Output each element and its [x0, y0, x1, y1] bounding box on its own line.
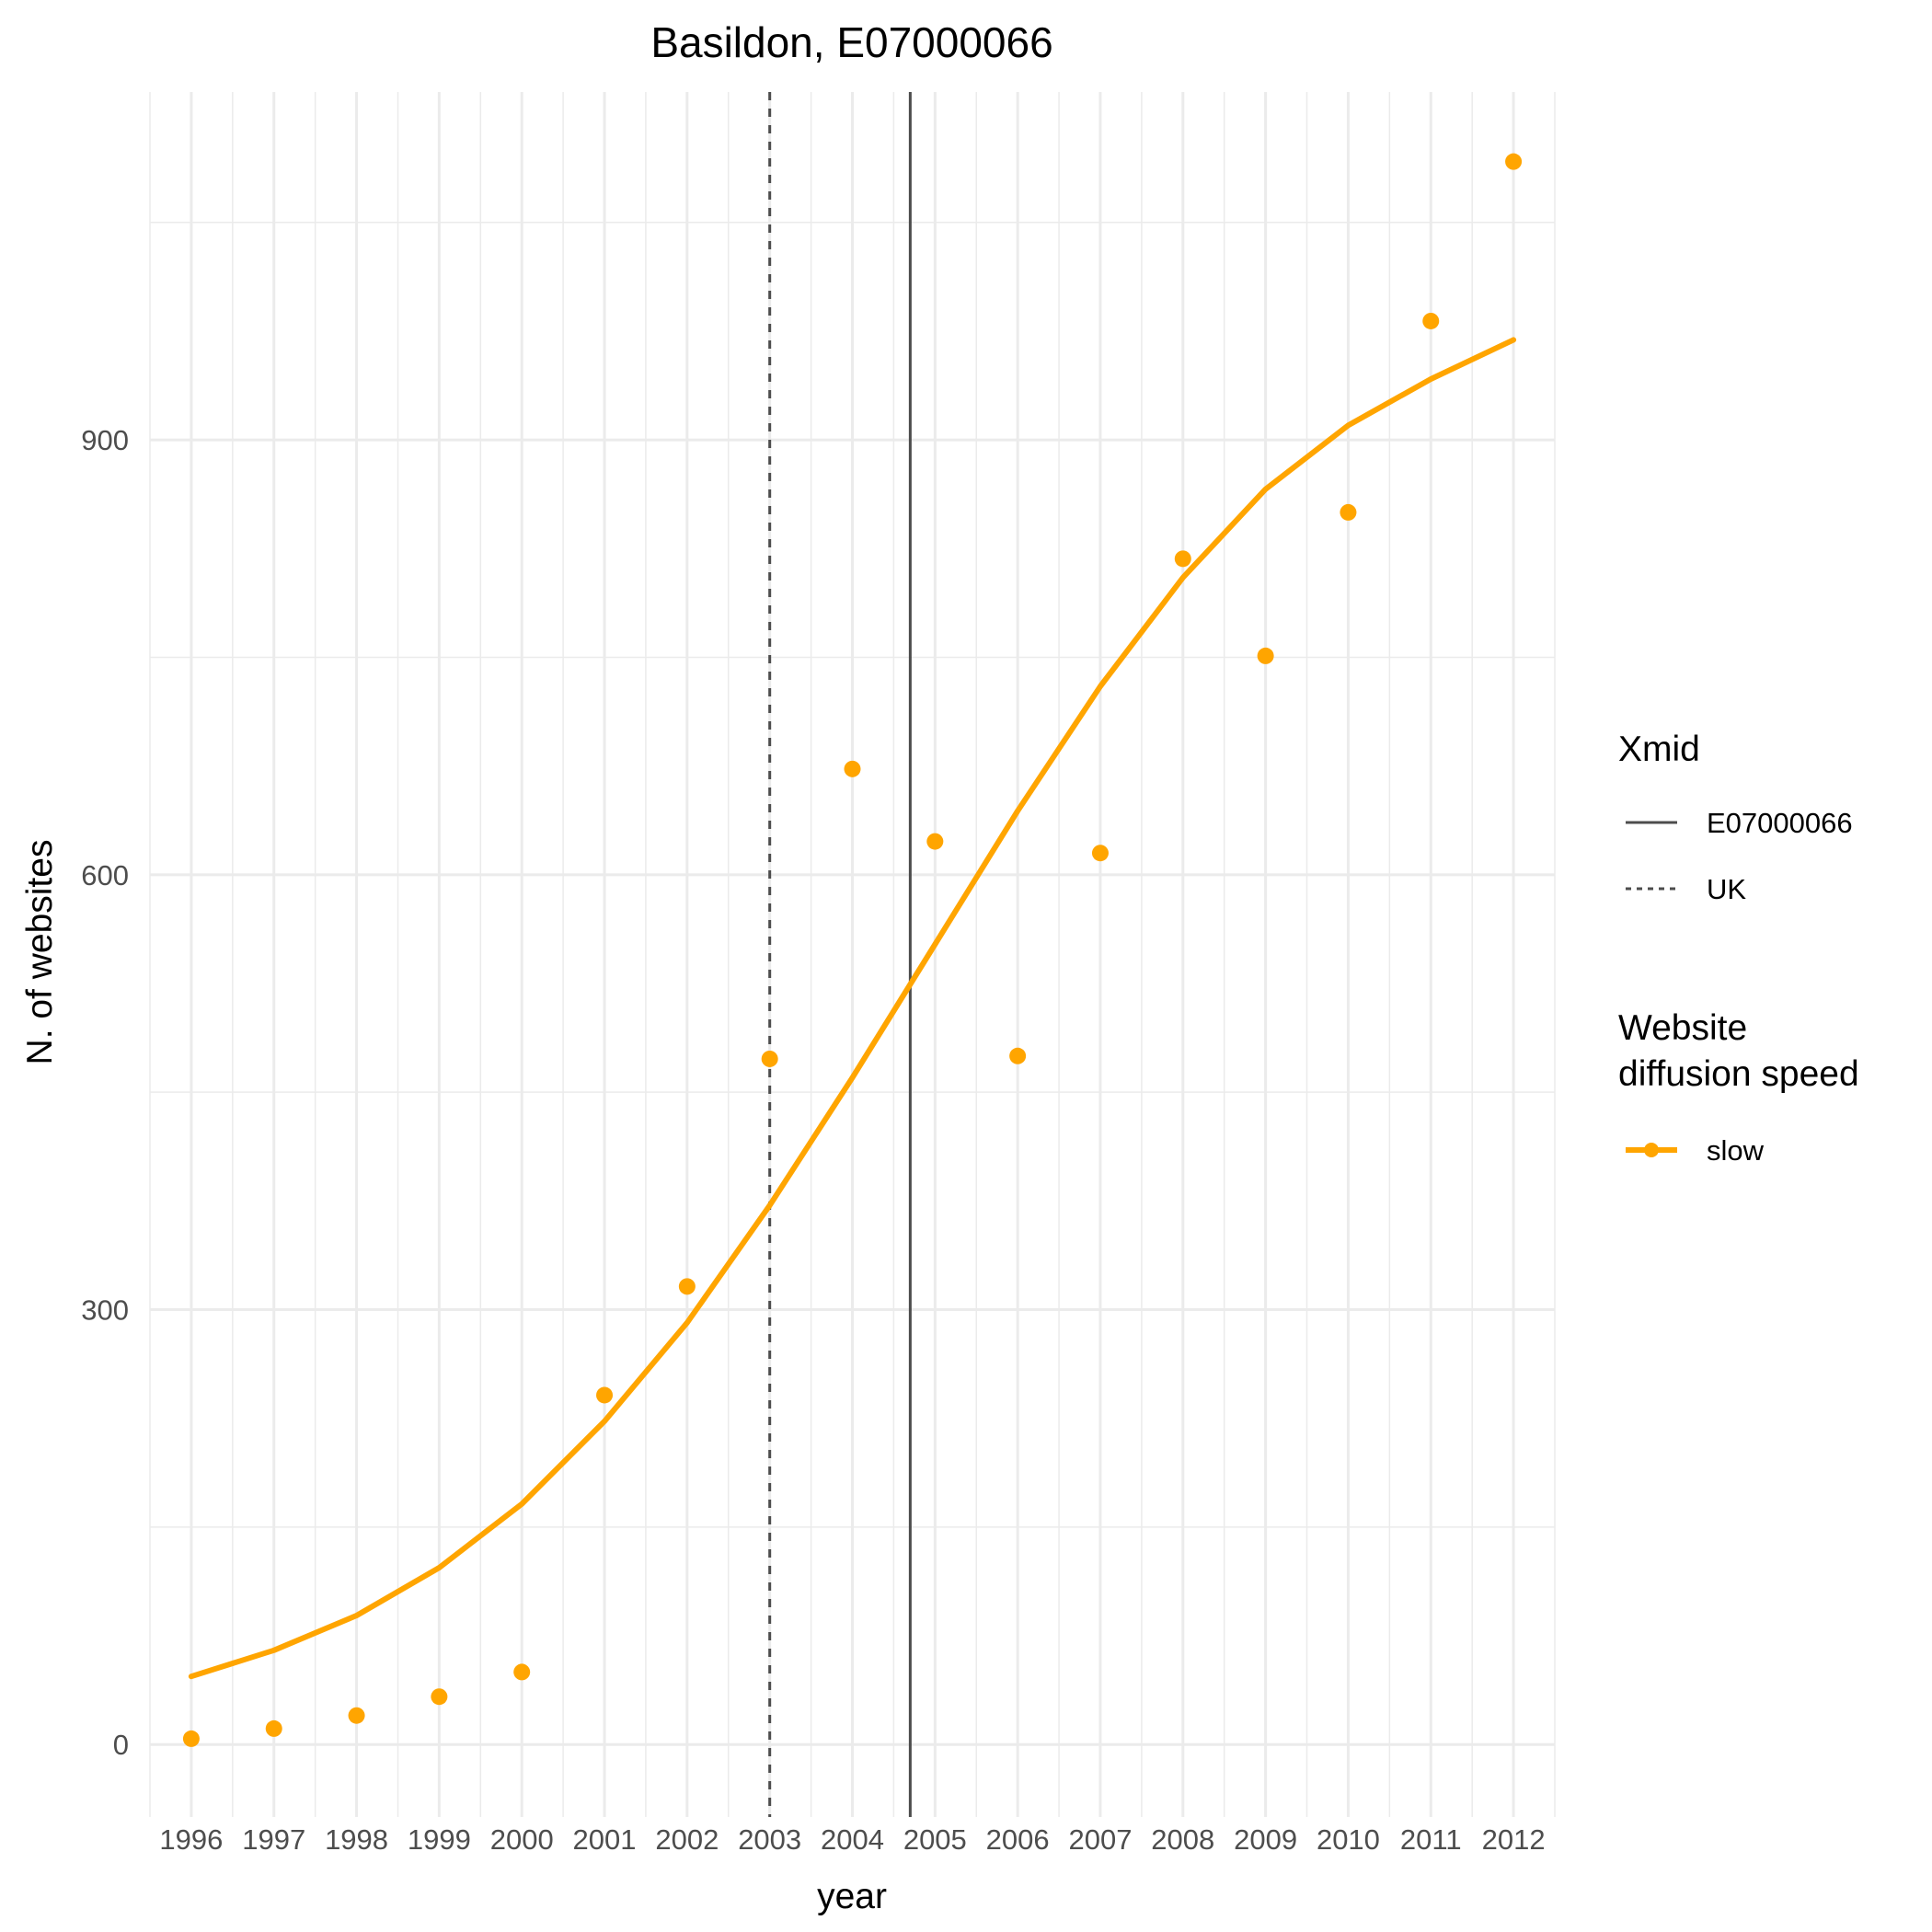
x-tick-label: 2001: [573, 1823, 637, 1856]
data-point: [265, 1719, 282, 1737]
legend-speed-title-line1: Website: [1618, 1008, 1747, 1048]
x-tick-label: 1999: [408, 1823, 471, 1856]
legend-speed-item-slow: slow: [1707, 1134, 1765, 1167]
minor-gridlines: [149, 92, 1556, 1817]
x-tick-labels: 1996 1997 1998 1999 2000 2001 2002 2003 2004 2005…: [159, 1823, 1545, 1856]
data-point: [596, 1386, 614, 1404]
x-tick-label: 1998: [325, 1823, 388, 1856]
x-tick-label: 1996: [159, 1823, 223, 1856]
data-point: [1174, 550, 1191, 568]
y-tick-label: 0: [113, 1729, 129, 1761]
x-axis-title: year: [817, 1877, 887, 1916]
x-tick-label: 2005: [903, 1823, 967, 1856]
data-point: [348, 1707, 365, 1724]
data-point: [1340, 503, 1357, 521]
data-point: [678, 1278, 696, 1295]
x-tick-label: 2012: [1482, 1823, 1546, 1856]
chart-title: Basildon, E07000066: [650, 18, 1052, 66]
data-points: [182, 153, 1523, 1747]
data-point: [1257, 647, 1274, 664]
x-tick-label: 2009: [1234, 1823, 1297, 1856]
data-point: [513, 1663, 531, 1681]
major-gridlines: [150, 92, 1555, 1817]
x-tick-label: 2011: [1400, 1823, 1462, 1856]
data-point: [1422, 312, 1440, 329]
x-tick-label: 2003: [738, 1823, 801, 1856]
legend-xmid-item-uk: UK: [1707, 873, 1746, 905]
data-point: [1091, 845, 1109, 862]
fit-line-slow: [188, 337, 1517, 1680]
legend-xmid-title: Xmid: [1618, 730, 1700, 769]
data-point: [182, 1730, 200, 1747]
reference-lines: [768, 92, 912, 1817]
data-point: [1009, 1047, 1027, 1064]
data-point: [926, 833, 944, 850]
y-tick-labels: 0 300 600 900: [81, 424, 129, 1761]
legend-slow-point-key: [1644, 1143, 1659, 1157]
x-tick-label: 2008: [1151, 1823, 1214, 1856]
legend-speed-title-line2: diffusion speed: [1618, 1054, 1859, 1094]
x-tick-label: 2006: [986, 1823, 1050, 1856]
fit-lines: [188, 337, 1517, 1680]
x-tick-label: 2010: [1317, 1823, 1380, 1856]
data-point: [431, 1688, 448, 1706]
x-tick-label: 2000: [490, 1823, 554, 1856]
x-tick-label: 2002: [655, 1823, 719, 1856]
x-tick-label: 2004: [821, 1823, 884, 1856]
data-point: [1505, 153, 1523, 170]
x-tick-label: 2007: [1068, 1823, 1132, 1856]
y-tick-label: 300: [81, 1294, 129, 1327]
x-tick-label: 1997: [242, 1823, 305, 1856]
y-tick-label: 900: [81, 424, 129, 456]
data-point: [844, 760, 861, 777]
legend-xmid-item-e07000066: E07000066: [1707, 807, 1853, 839]
data-point: [761, 1050, 778, 1067]
legend: Xmid E07000066 UK Website diffusion spee…: [1618, 730, 1859, 1167]
y-tick-label: 600: [81, 859, 129, 891]
y-axis-title: N. of websites: [20, 840, 60, 1065]
